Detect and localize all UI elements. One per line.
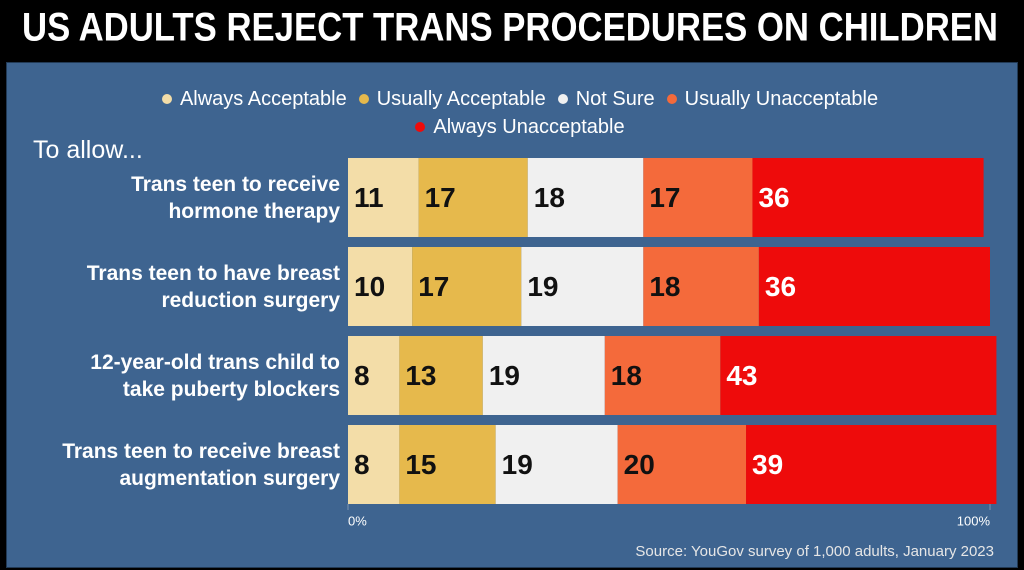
bar-segment xyxy=(720,336,997,415)
bar-segment xyxy=(617,425,747,504)
x-tick-label: 100% xyxy=(957,513,991,528)
legend-item: Not Sure xyxy=(557,88,655,110)
value-label: 19 xyxy=(502,449,533,480)
legend-item: Always Acceptable xyxy=(161,88,347,110)
value-label: 10 xyxy=(354,271,385,302)
bar-segment xyxy=(418,158,528,237)
axis-label: To allow... xyxy=(33,136,143,164)
legend-swatch xyxy=(415,122,426,132)
bar-segment xyxy=(482,336,605,415)
legend-swatch xyxy=(666,94,677,104)
bar-segment xyxy=(348,425,400,504)
legend-swatch xyxy=(358,94,369,104)
value-label: 18 xyxy=(534,182,565,213)
source-note: Source: YouGov survey of 1,000 adults, J… xyxy=(635,543,994,560)
bar-segment xyxy=(746,425,997,504)
x-tick-label: 0% xyxy=(348,513,367,528)
legend-item: Usually Unacceptable xyxy=(666,88,879,110)
bar-segment xyxy=(348,158,419,237)
legend-swatch xyxy=(161,94,172,104)
legend-label: Always Acceptable xyxy=(179,88,347,110)
bar-segment xyxy=(495,425,618,504)
value-label: 15 xyxy=(405,449,436,480)
value-label: 19 xyxy=(527,271,558,302)
bar-segment xyxy=(752,158,984,237)
bar-segment xyxy=(758,247,990,326)
value-label: 8 xyxy=(354,360,370,391)
value-label: 13 xyxy=(405,360,436,391)
value-label: 17 xyxy=(425,182,456,213)
value-label: 20 xyxy=(624,449,655,480)
value-label: 18 xyxy=(611,360,642,391)
value-label: 39 xyxy=(752,449,783,480)
bar-segment xyxy=(521,247,644,326)
category-label: Trans teen to receive breast augmentatio… xyxy=(62,439,340,490)
bar-segment xyxy=(348,336,400,415)
legend-label: Usually Acceptable xyxy=(376,88,546,110)
bar-segment xyxy=(399,336,483,415)
value-label: 19 xyxy=(489,360,520,391)
bar-segment xyxy=(348,247,413,326)
value-label: 36 xyxy=(758,182,789,213)
legend-label: Usually Unacceptable xyxy=(684,88,879,110)
value-label: 43 xyxy=(726,360,757,391)
legend-item: Always Unacceptable xyxy=(415,116,625,138)
category-label: Trans teen to receive hormone therapy xyxy=(131,172,340,223)
header: US ADULTS REJECT TRANS PROCEDURES ON CHI… xyxy=(22,6,998,50)
value-label: 18 xyxy=(649,271,680,302)
chart-title: US ADULTS REJECT TRANS PROCEDURES ON CHI… xyxy=(22,6,998,50)
bar-segment xyxy=(412,247,522,326)
value-label: 17 xyxy=(418,271,449,302)
value-label: 17 xyxy=(649,182,680,213)
legend: Always Acceptable Usually Acceptable Not S… xyxy=(80,88,960,138)
value-label: 11 xyxy=(354,182,384,213)
value-label: 8 xyxy=(354,449,370,480)
bar-segment xyxy=(643,158,753,237)
legend-swatch xyxy=(557,94,568,104)
bar-segment xyxy=(527,158,644,237)
legend-item: Usually Acceptable xyxy=(358,88,546,110)
category-label: 12-year-old trans child to take puberty … xyxy=(90,350,340,401)
value-label: 36 xyxy=(765,271,796,302)
legend-label: Always Unacceptable xyxy=(433,116,625,138)
bar-segment xyxy=(604,336,721,415)
category-label: Trans teen to have breast reduction surg… xyxy=(86,261,340,312)
bar-segment xyxy=(643,247,759,326)
legend-label: Not Sure xyxy=(575,88,655,110)
bar-segment xyxy=(399,425,496,504)
